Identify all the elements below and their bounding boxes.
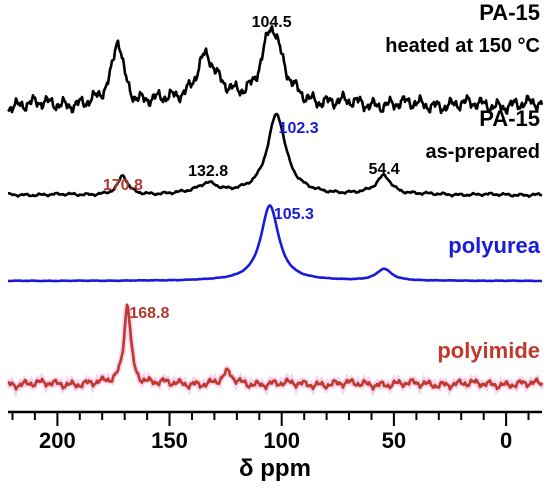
series-2-name: polyurea	[448, 233, 540, 258]
peak-annotation-168-8: 168.8	[129, 305, 169, 322]
peak-annotation-104-5: 104.5	[252, 14, 292, 31]
x-axis-label: δ ppm	[239, 455, 311, 482]
series-1-subtitle: as-prepared	[426, 141, 541, 163]
peak-annotation-102-3: 102.3	[279, 120, 319, 137]
peak-annotation-54-4: 54.4	[368, 161, 399, 178]
series-0-trace	[7, 25, 544, 115]
peak-annotations: 104.5 170.8 132.8 102.3 54.4 105.3 168.8	[103, 14, 400, 322]
series-2-trace	[7, 204, 543, 283]
peak-annotation-170-8: 170.8	[103, 177, 143, 194]
series-0-name: PA-15	[479, 0, 540, 25]
series-3-trace	[7, 303, 544, 391]
series-1-trace	[7, 112, 543, 198]
x-axis-ticks: 200 150 100 50 0	[11, 412, 530, 453]
x-tick-label: 0	[500, 428, 512, 453]
series-0-subtitle: heated at 150 °C	[385, 35, 540, 57]
spectrum-labels: PA-15 heated at 150 °C PA-15 as-prepared pol…	[385, 0, 540, 363]
spectra-traces	[6, 25, 545, 398]
series-3-name: polyimide	[437, 338, 540, 363]
x-tick-label: 100	[263, 428, 300, 453]
peak-annotation-132-8: 132.8	[188, 163, 228, 180]
series-1-name: PA-15	[479, 106, 540, 131]
x-tick-label: 200	[39, 428, 76, 453]
x-tick-label: 150	[151, 428, 188, 453]
x-axis: 200 150 100 50 0	[8, 410, 542, 453]
peak-annotation-105-3: 105.3	[274, 206, 314, 223]
x-tick-label: 50	[382, 428, 406, 453]
